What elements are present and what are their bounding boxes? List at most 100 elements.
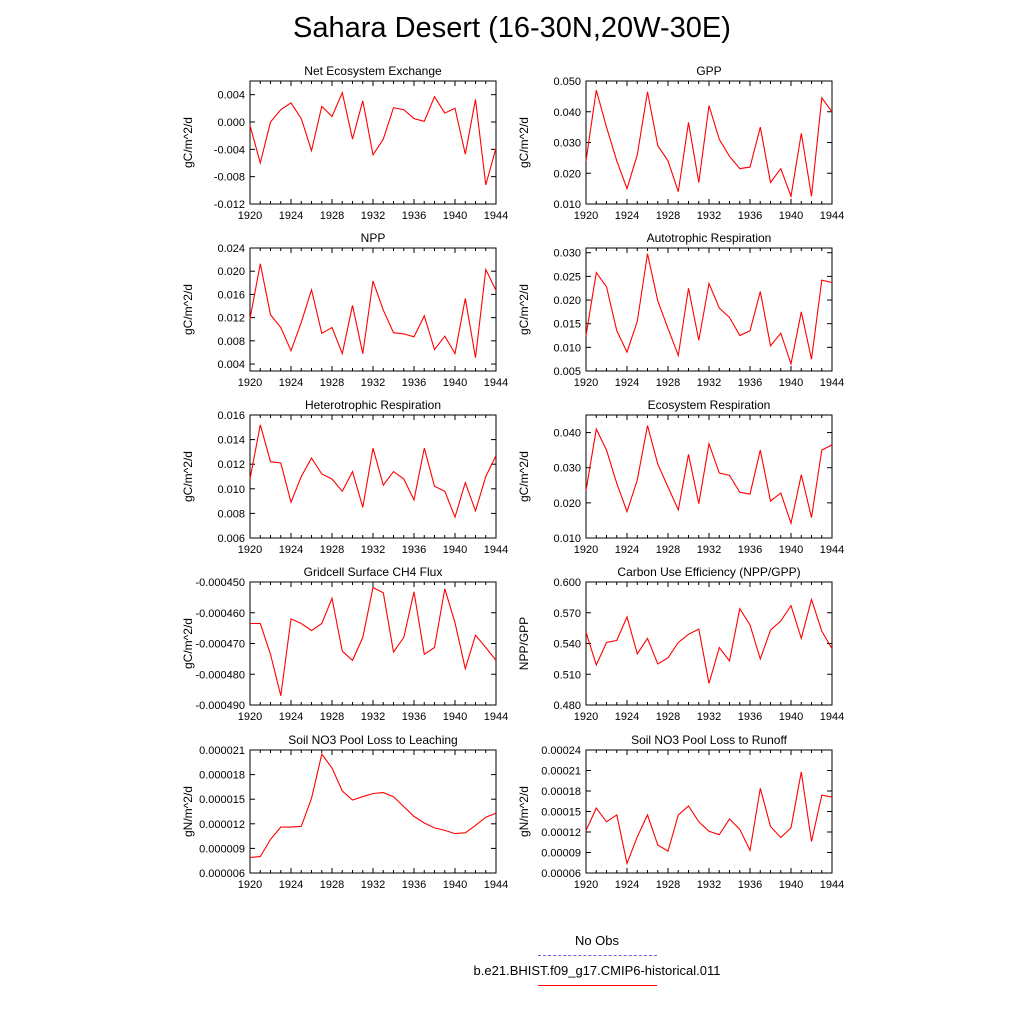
plot-frame [249, 581, 497, 706]
y-tick-label: 0.012 [217, 313, 245, 325]
page-title: Sahara Desert (16-30N,20W-30E) [293, 12, 731, 44]
series-line [585, 425, 833, 526]
x-tick-label: 1940 [779, 544, 803, 556]
x-tick-label: 1920 [574, 210, 598, 222]
x-tick-label: 1944 [484, 210, 508, 222]
x-tick-label: 1944 [484, 879, 508, 891]
chart-panel: Soil NO3 Pool Loss to Leaching gN/m^2/d 0.… [181, 733, 508, 891]
y-tick-label: 0.570 [553, 608, 581, 620]
x-tick-label: 1920 [238, 711, 262, 723]
series-line [585, 90, 833, 199]
x-tick-label: 1932 [361, 879, 385, 891]
y-axis-label: gC/m^2/d [517, 451, 531, 502]
y-tick-label: 0.030 [553, 248, 581, 260]
x-tick-label: 1928 [656, 544, 680, 556]
series-line [585, 597, 833, 684]
x-tick-label: 1924 [615, 210, 639, 222]
y-axis-label: gC/m^2/d [517, 284, 531, 335]
chart-panel: GPP gC/m^2/d 0.050 0.040 0.030 0.020 0.0101920… [517, 64, 844, 222]
y-tick-label: 0.020 [553, 498, 581, 510]
x-tick-label: 1932 [361, 377, 385, 389]
x-tick-label: 1932 [697, 711, 721, 723]
y-tick-label: 0.000018 [199, 770, 245, 782]
y-tick-label: 0.000021 [199, 745, 245, 757]
series-line [250, 586, 497, 696]
series-line [249, 752, 497, 858]
x-tick-label: 1928 [656, 377, 680, 389]
x-tick-label: 1936 [402, 711, 426, 723]
plot-frame [585, 414, 833, 539]
y-axis-label: gC/m^2/d [181, 451, 195, 502]
series-line [585, 253, 833, 367]
x-tick-label: 1920 [574, 544, 598, 556]
y-tick-label: 0.480 [553, 700, 581, 712]
x-tick-label: 1928 [656, 711, 680, 723]
legend-model-label: b.e21.BHIST.f09_g17.CMIP6-historical.011 [473, 963, 721, 978]
y-tick-label: 0.015 [553, 319, 581, 331]
x-tick-label: 1932 [361, 544, 385, 556]
y-tick-label: 0.030 [553, 138, 581, 150]
x-tick-label: 1936 [402, 879, 426, 891]
y-tick-label: 0.000012 [199, 819, 245, 831]
y-tick-label: 0.000 [217, 117, 245, 129]
y-tick-label: 0.050 [553, 76, 581, 88]
y-tick-label: 0.010 [217, 484, 245, 496]
x-tick-label: 1920 [574, 879, 598, 891]
y-tick-label: -0.000490 [195, 700, 245, 712]
chart-title: Carbon Use Efficiency (NPP/GPP) [617, 565, 800, 579]
legend-model-line [538, 985, 657, 986]
x-tick-label: 1928 [320, 711, 344, 723]
x-tick-label: 1936 [738, 879, 762, 891]
x-tick-label: 1936 [738, 711, 762, 723]
series-line [249, 90, 497, 186]
y-tick-label: 0.030 [553, 463, 581, 475]
x-tick-label: 1920 [238, 210, 262, 222]
legend-obs-label: No Obs [574, 933, 620, 948]
y-tick-label: 0.006 [217, 533, 245, 545]
y-tick-label: -0.000460 [195, 608, 245, 620]
y-axis-label: NPP/GPP [517, 617, 531, 670]
x-tick-label: 1944 [820, 210, 844, 222]
x-tick-label: 1928 [656, 879, 680, 891]
x-tick-label: 1936 [402, 544, 426, 556]
x-tick-label: 1944 [820, 377, 844, 389]
x-tick-label: 1924 [279, 879, 303, 891]
y-tick-label: 0.510 [553, 669, 581, 681]
plot-frame [249, 749, 497, 874]
y-tick-label: 0.00015 [541, 807, 581, 819]
x-tick-label: 1924 [615, 544, 639, 556]
x-tick-label: 1944 [484, 377, 508, 389]
y-tick-label: 0.540 [553, 639, 581, 651]
y-tick-label: 0.00009 [541, 848, 581, 860]
x-tick-label: 1940 [779, 711, 803, 723]
x-tick-label: 1932 [361, 210, 385, 222]
x-tick-label: 1924 [615, 711, 639, 723]
chart-panel: Soil NO3 Pool Loss to Runoff gN/m^2/d 0.00… [517, 733, 844, 891]
series-line [249, 424, 497, 519]
y-tick-label: 0.000015 [199, 794, 245, 806]
y-tick-label: 0.020 [553, 168, 581, 180]
y-tick-label: 0.00024 [541, 745, 581, 757]
y-tick-label: -0.012 [214, 199, 245, 211]
x-tick-label: 1940 [443, 377, 467, 389]
x-tick-label: 1928 [656, 210, 680, 222]
chart-title: GPP [696, 64, 721, 78]
chart-title: Net Ecosystem Exchange [304, 64, 442, 78]
y-tick-label: 0.004 [217, 359, 245, 371]
y-tick-label: 0.005 [553, 366, 581, 378]
y-axis-label: gC/m^2/d [517, 117, 531, 168]
x-tick-label: 1924 [279, 377, 303, 389]
x-tick-label: 1928 [320, 210, 344, 222]
y-tick-label: 0.020 [553, 295, 581, 307]
x-tick-label: 1920 [238, 544, 262, 556]
x-tick-label: 1924 [615, 377, 639, 389]
x-tick-label: 1920 [238, 879, 262, 891]
chart-title: Heterotrophic Respiration [305, 398, 441, 412]
x-tick-label: 1924 [279, 544, 303, 556]
chart-panel: Net Ecosystem Exchange gC/m^2/d 0.004 0.000… [181, 64, 508, 222]
y-axis-label: gN/m^2/d [517, 786, 531, 837]
y-tick-label: 0.00018 [541, 786, 581, 798]
y-axis-label: gN/m^2/d [181, 786, 195, 837]
y-tick-label: 0.014 [217, 435, 245, 447]
